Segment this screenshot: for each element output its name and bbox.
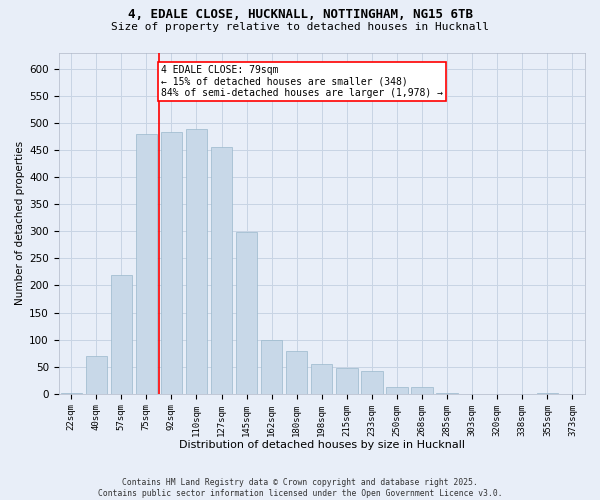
Bar	[261, 340, 283, 394]
Bar	[336, 368, 358, 394]
Bar	[311, 364, 332, 394]
Bar	[186, 130, 207, 394]
Y-axis label: Number of detached properties: Number of detached properties	[15, 141, 25, 305]
X-axis label: Distribution of detached houses by size in Hucknall: Distribution of detached houses by size …	[179, 440, 465, 450]
Bar	[161, 132, 182, 394]
Bar	[236, 232, 257, 394]
Bar	[412, 388, 433, 394]
Text: Size of property relative to detached houses in Hucknall: Size of property relative to detached ho…	[111, 22, 489, 32]
Bar	[61, 393, 82, 394]
Bar	[436, 393, 458, 394]
Bar	[386, 388, 407, 394]
Bar	[86, 356, 107, 394]
Bar	[286, 351, 307, 394]
Bar	[537, 393, 558, 394]
Text: 4 EDALE CLOSE: 79sqm
← 15% of detached houses are smaller (348)
84% of semi-deta: 4 EDALE CLOSE: 79sqm ← 15% of detached h…	[161, 65, 443, 98]
Bar	[211, 148, 232, 394]
Text: 4, EDALE CLOSE, HUCKNALL, NOTTINGHAM, NG15 6TB: 4, EDALE CLOSE, HUCKNALL, NOTTINGHAM, NG…	[128, 8, 473, 20]
Text: Contains HM Land Registry data © Crown copyright and database right 2025.
Contai: Contains HM Land Registry data © Crown c…	[98, 478, 502, 498]
Bar	[361, 371, 383, 394]
Bar	[136, 134, 157, 394]
Bar	[110, 274, 132, 394]
